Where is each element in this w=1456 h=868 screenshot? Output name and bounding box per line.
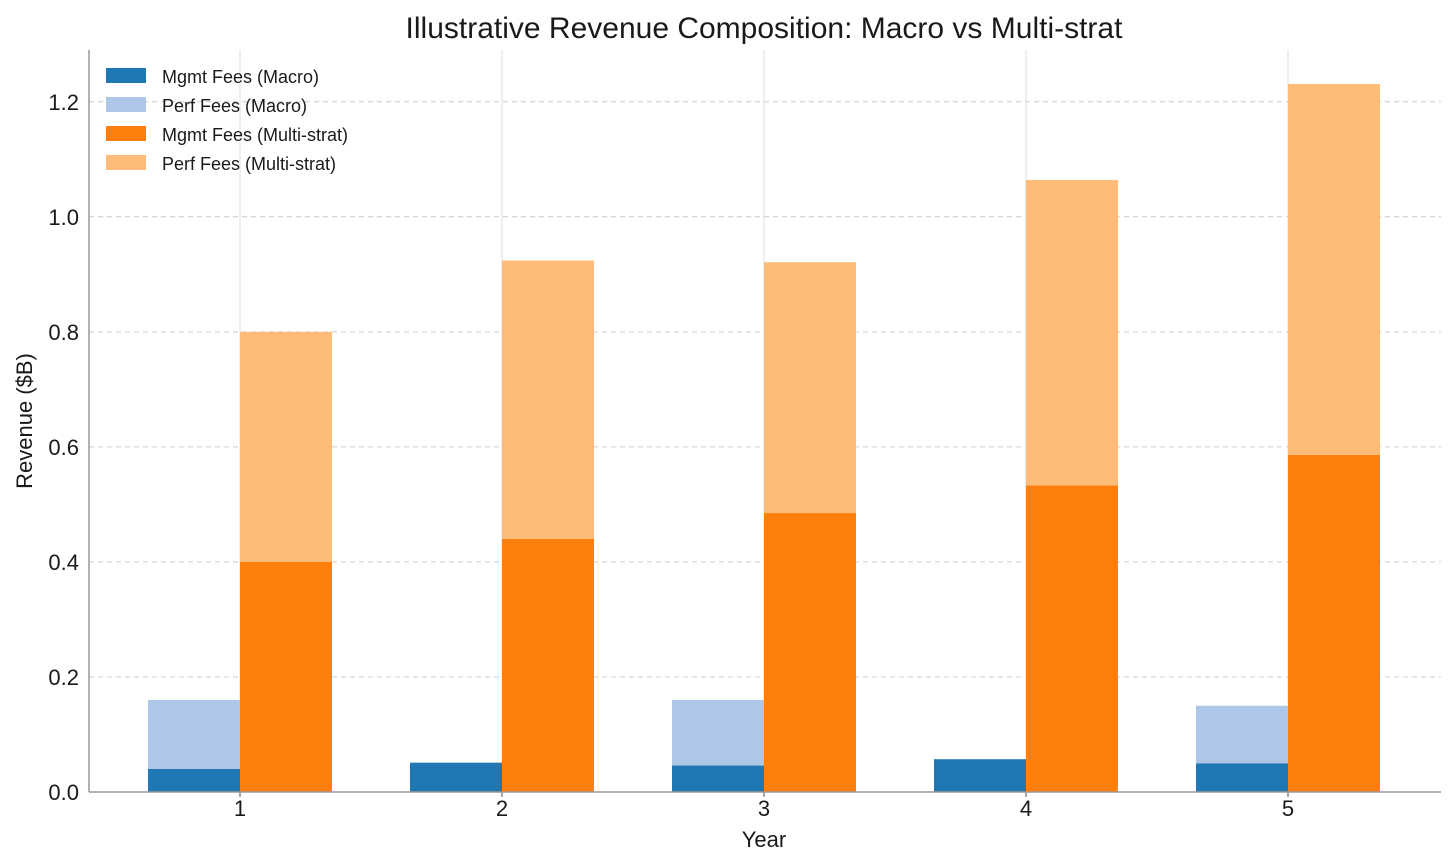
y-tick-label: 0.8 [48, 320, 79, 345]
bars [148, 83, 1380, 792]
y-tick-label: 0.4 [48, 550, 79, 575]
bar-mgmt-fees-macro-year-2 [410, 762, 502, 792]
y-tick-label: 1.2 [48, 90, 79, 115]
legend-label: Perf Fees (Multi-strat) [162, 154, 336, 174]
bar-mgmt-fees-multi-strat-year-5 [1288, 454, 1380, 792]
legend-swatch [106, 68, 146, 83]
x-tick-label: 1 [234, 796, 246, 821]
y-tick-label: 1.0 [48, 205, 79, 230]
bar-perf-fees-multi-strat-year-3 [764, 262, 856, 514]
y-tick-label: 0.6 [48, 435, 79, 460]
x-tick-label: 5 [1282, 796, 1294, 821]
legend-label: Perf Fees (Macro) [162, 96, 307, 116]
bar-mgmt-fees-multi-strat-year-4 [1026, 485, 1118, 792]
bar-perf-fees-macro-year-1 [148, 699, 240, 769]
legend-label: Mgmt Fees (Macro) [162, 67, 319, 87]
y-axis-label: Revenue ($B) [12, 353, 37, 489]
bar-perf-fees-multi-strat-year-4 [1026, 179, 1118, 486]
bar-mgmt-fees-multi-strat-year-1 [240, 561, 332, 792]
legend: Mgmt Fees (Macro) Perf Fees (Macro) Mgmt F… [106, 67, 348, 174]
x-axis-label: Year [742, 827, 786, 852]
x-tick-label: 2 [496, 796, 508, 821]
bar-perf-fees-macro-year-3 [672, 699, 764, 766]
y-tick-label: 0.0 [48, 780, 79, 805]
bar-mgmt-fees-macro-year-5 [1196, 763, 1288, 792]
bar-perf-fees-macro-year-5 [1196, 705, 1288, 764]
bar-mgmt-fees-macro-year-1 [148, 768, 240, 792]
axes: 0.0 0.2 0.4 0.6 0.8 1.0 1.2 1 2 3 4 5 [48, 50, 1441, 821]
bar-mgmt-fees-macro-year-4 [934, 759, 1026, 792]
bar-perf-fees-multi-strat-year-5 [1288, 83, 1380, 455]
bar-perf-fees-multi-strat-year-1 [240, 331, 332, 562]
y-tick-label: 0.2 [48, 665, 79, 690]
x-tick-label: 3 [758, 796, 770, 821]
chart-title: Illustrative Revenue Composition: Macro … [406, 12, 1124, 45]
legend-label: Mgmt Fees (Multi-strat) [162, 125, 348, 145]
legend-swatch [106, 155, 146, 170]
x-tick-label: 4 [1020, 796, 1032, 821]
bar-mgmt-fees-multi-strat-year-2 [502, 538, 594, 792]
legend-swatch [106, 97, 146, 112]
legend-swatch [106, 126, 146, 141]
bar-mgmt-fees-multi-strat-year-3 [764, 513, 856, 792]
bar-mgmt-fees-macro-year-3 [672, 765, 764, 792]
bar-perf-fees-multi-strat-year-2 [502, 260, 594, 539]
